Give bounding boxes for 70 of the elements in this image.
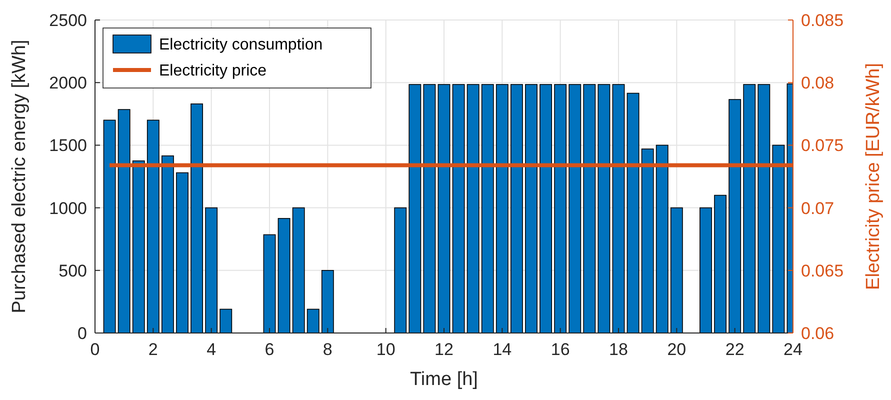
legend-label: Electricity consumption [159,36,323,54]
bar [758,84,770,333]
bar [408,84,422,333]
bar [205,207,218,333]
bar [641,148,654,333]
bar [496,84,508,333]
y2-tick-label: 0.07 [801,198,834,218]
x-tick-label: 10 [376,340,396,359]
bar [583,84,596,333]
bar [554,84,567,333]
bar [306,308,320,333]
bar [452,84,465,333]
legend-label: Electricity price [159,62,267,80]
bar [714,194,727,333]
bar [321,270,334,333]
y2-tick-label: 0.075 [801,136,844,156]
bar [466,84,480,333]
bar [146,120,160,333]
bar [700,207,712,333]
y-tick-label: 2500 [49,10,87,30]
bar [423,84,436,333]
bar [132,160,145,333]
bar [568,84,582,333]
bar [278,218,290,333]
y-tick-label: 0 [78,324,87,343]
bar [220,308,232,333]
bar [510,84,523,333]
bar [481,84,494,333]
bar [176,172,188,333]
y2-tick-label: 0.06 [801,324,834,343]
y2-tick-label: 0.065 [801,261,844,280]
x-axis-title: Time [h] [410,369,478,390]
bar [626,92,640,333]
x-tick-label: 4 [206,340,216,359]
bar [743,84,756,333]
x-tick-label: 24 [784,340,802,359]
y2-tick-label: 0.085 [801,10,844,30]
bar [292,207,305,333]
x-tick-label: 12 [434,340,454,359]
x-tick-label: 18 [609,340,628,359]
bar [103,120,116,333]
x-tick-label: 20 [667,340,686,359]
bar [656,144,668,333]
x-tick-label: 2 [148,340,158,359]
y-tick-label: 1000 [49,198,87,218]
bar [670,207,683,333]
y-tick-label: 500 [58,261,87,280]
bar [190,103,204,333]
y-tick-label: 2000 [49,74,87,93]
bar [540,84,552,333]
bar [394,207,407,333]
bar [598,84,610,333]
x-tick-label: 0 [90,340,100,359]
x-tick-label: 14 [492,340,512,359]
bar [772,144,785,333]
bar [612,84,625,333]
y-axis-title: Purchased electric energy [kWh] [9,40,30,314]
bar [438,84,450,333]
y2-tick-label: 0.08 [801,74,834,93]
bar [525,84,538,333]
x-tick-label: 22 [725,340,744,359]
y-tick-label: 1500 [49,136,87,156]
bar [161,155,174,333]
y2-axis-title: Electricity price [EUR/kWh] [863,63,884,290]
x-tick-label: 6 [264,340,274,359]
x-tick-label: 8 [322,340,332,359]
x-tick-label: 16 [550,340,570,359]
bar [728,99,742,333]
bar [118,109,130,333]
bar [263,234,276,333]
